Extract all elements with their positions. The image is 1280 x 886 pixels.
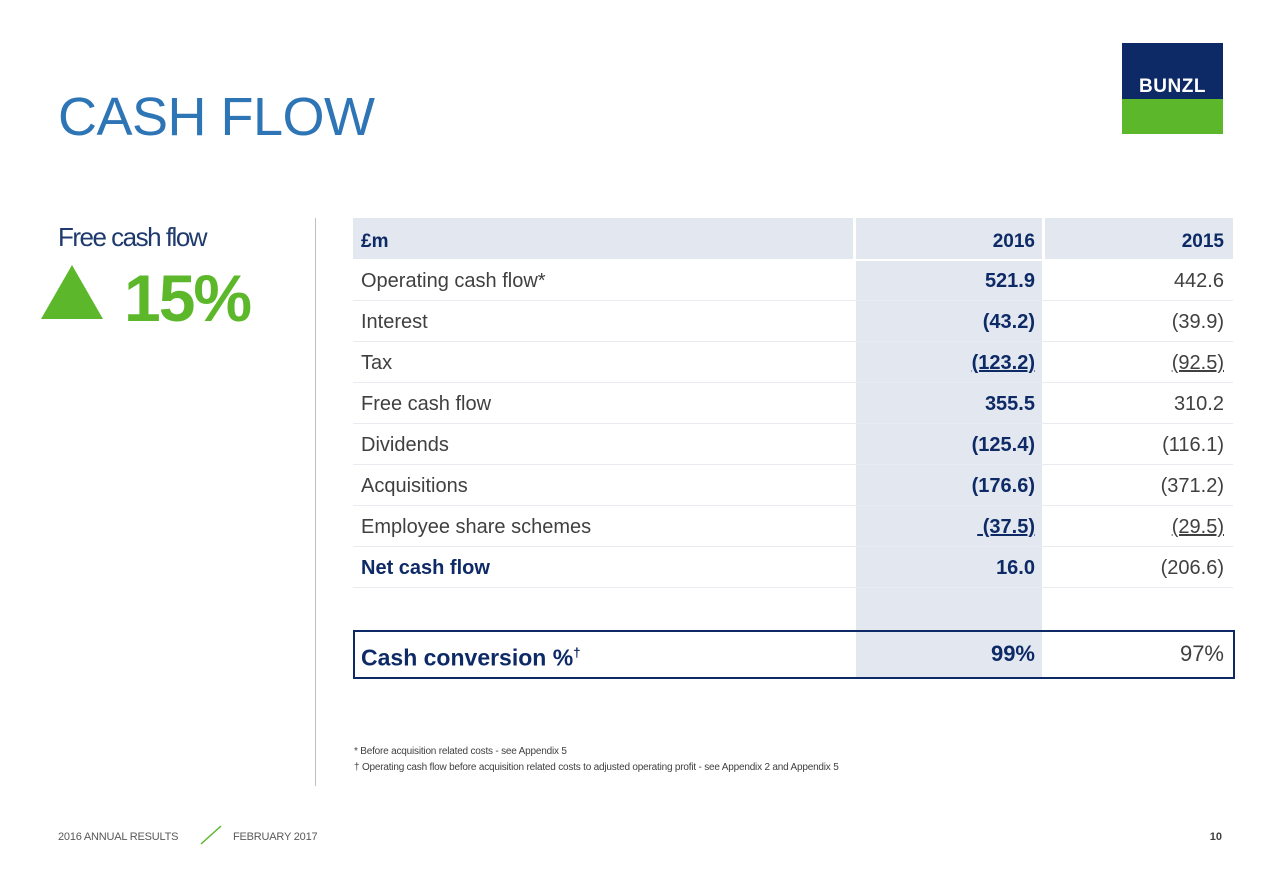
value-2015: (39.9) bbox=[1171, 311, 1224, 333]
value-2015: (206.6) bbox=[1160, 557, 1224, 579]
logo-text: BUNZL bbox=[1139, 76, 1206, 97]
column-header-2015: 2015 bbox=[1181, 231, 1224, 252]
header-row-bg bbox=[353, 218, 853, 259]
page-title: CASH FLOW bbox=[58, 87, 375, 147]
row-label: Free cash flow bbox=[361, 393, 492, 415]
footer-slash-icon bbox=[200, 825, 222, 845]
row-label: Net cash flow bbox=[361, 557, 490, 579]
footnote-star: * Before acquisition related costs - see… bbox=[354, 746, 567, 757]
row-separator bbox=[353, 300, 1233, 301]
dagger-marker: † bbox=[573, 645, 581, 660]
unit-header: £m bbox=[361, 231, 389, 252]
divider bbox=[315, 218, 316, 786]
row-separator bbox=[353, 382, 1233, 383]
value-2015: 442.6 bbox=[1173, 270, 1224, 292]
header-2016-bg bbox=[856, 218, 1042, 259]
header-2015-bg bbox=[1045, 218, 1233, 259]
footer-report-name: 2016 ANNUAL RESULTS bbox=[58, 831, 179, 843]
row-separator bbox=[353, 423, 1233, 424]
conversion-2015: 97% bbox=[1179, 641, 1224, 666]
value-2015: (371.2) bbox=[1160, 475, 1224, 497]
bunzl-logo: BUNZL bbox=[1122, 43, 1223, 134]
row-label: Interest bbox=[361, 311, 428, 333]
row-label: Acquisitions bbox=[361, 475, 468, 497]
cash-conversion-text: Cash conversion % bbox=[361, 644, 574, 671]
free-cash-flow-label: Free cash flow bbox=[58, 222, 208, 252]
value-2016: (123.2) bbox=[971, 352, 1035, 374]
row-separator bbox=[353, 587, 1233, 588]
free-cash-flow-growth: 15% bbox=[124, 261, 252, 335]
footnote-dagger: † Operating cash flow before acquisition… bbox=[354, 762, 839, 773]
row-separator bbox=[353, 464, 1233, 465]
row-separator bbox=[353, 505, 1233, 506]
value-2016: (43.2) bbox=[982, 311, 1035, 333]
value-2015: (116.1) bbox=[1162, 434, 1224, 456]
value-2015: 310.2 bbox=[1173, 393, 1224, 415]
value-2016: (37.5) bbox=[977, 516, 1035, 538]
value-2016: (125.4) bbox=[971, 434, 1035, 456]
footer-date: FEBRUARY 2017 bbox=[233, 831, 318, 843]
up-triangle-icon bbox=[41, 265, 103, 319]
conversion-2016: 99% bbox=[990, 641, 1035, 666]
value-2016: 521.9 bbox=[984, 270, 1035, 292]
row-label: Dividends bbox=[361, 434, 449, 456]
page-number: 10 bbox=[1209, 831, 1222, 843]
row-separator bbox=[353, 546, 1233, 547]
value-2016: 355.5 bbox=[984, 393, 1035, 415]
row-label: Operating cash flow* bbox=[361, 270, 546, 292]
column-2016-bg bbox=[856, 261, 1042, 630]
value-2015: (92.5) bbox=[1171, 352, 1224, 374]
column-header-2016: 2016 bbox=[992, 231, 1035, 252]
row-separator bbox=[353, 341, 1233, 342]
value-2016: 16.0 bbox=[996, 557, 1035, 579]
value-2015: (29.5) bbox=[1171, 516, 1224, 538]
value-2016: (176.6) bbox=[971, 475, 1035, 497]
cash-conversion-box bbox=[353, 630, 1235, 679]
row-label: Employee share schemes bbox=[361, 516, 592, 538]
conversion-2016-bg bbox=[856, 632, 1042, 677]
row-label: Tax bbox=[361, 352, 393, 374]
cash-conversion-label: Cash conversion %† bbox=[361, 639, 580, 672]
